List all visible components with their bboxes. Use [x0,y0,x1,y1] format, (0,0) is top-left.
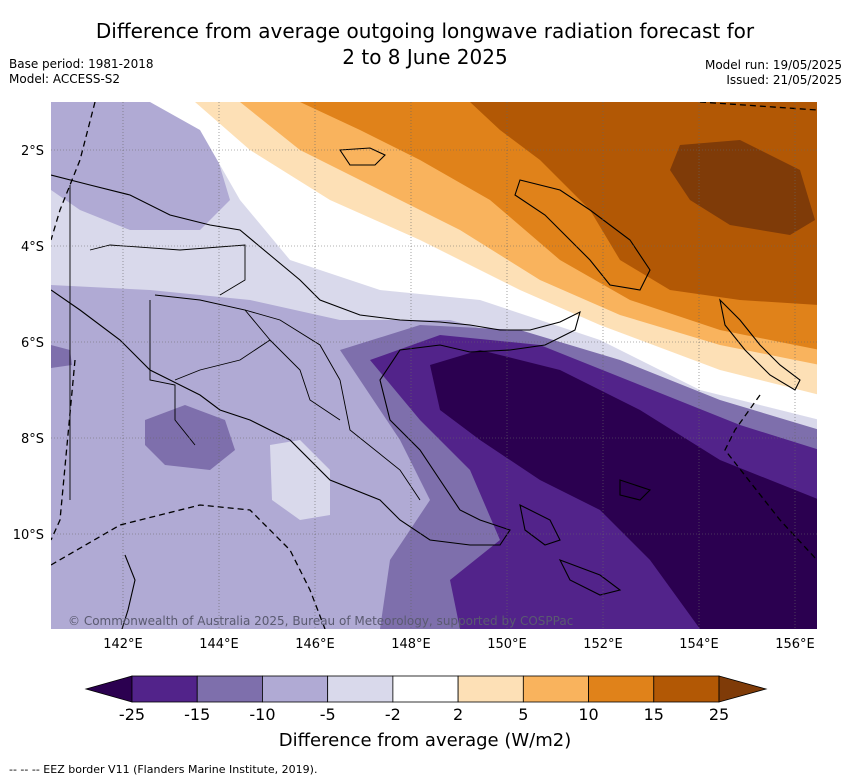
eez-footnote: -- -- -- EEZ border V11 (Flanders Marine… [9,763,318,776]
colorbar-segment [262,675,329,703]
lon-tick: 156°E [775,637,815,652]
lat-tick: 8°S [21,432,44,447]
border-4 [339,379,421,501]
colorbar-segment [522,675,589,703]
cape-york-coast [121,554,136,629]
title-line-2: 2 to 8 June 2025 [342,45,508,69]
lon-tick: 146°E [295,637,335,652]
meta-left: Base period: 1981-2018 Model: ACCESS-S2 [9,57,154,87]
border-5 [269,339,341,421]
copyright-notice: © Commonwealth of Australia 2025, Bureau… [68,614,574,628]
graticule [51,102,817,629]
lon-tick: 154°E [679,637,719,652]
meta-right: Model run: 19/05/2025 Issued: 21/05/2025 [705,58,842,88]
colorbar-tick: -25 [119,705,145,724]
islands-se [519,504,622,596]
colorbar-label: Difference from average (W/m2) [278,730,572,751]
new-britain-coast [514,179,651,291]
band-gt25 [670,140,815,235]
manus-coast [339,147,386,166]
lon-tick: 144°E [199,637,239,652]
colorbar-tick: 25 [709,705,729,724]
colorbar-segment [588,675,655,703]
colorbar-tick: 15 [644,705,664,724]
colorbar-tick: 2 [453,705,463,724]
lat-tick: 10°S [13,528,44,543]
band-neg10-blob-edge [51,345,72,368]
model-name: Model: ACCESS-S2 [9,72,121,86]
colorbar-tick: 10 [578,705,598,724]
colorbar-segment [131,675,198,703]
base-period: Base period: 1981-2018 [9,57,154,71]
colorbar-tick: 5 [518,705,528,724]
eez-borders [51,102,817,629]
colorbar-segment [196,675,263,703]
model-run: Model run: 19/05/2025 [704,58,842,72]
new-guinea-coast [51,174,581,546]
colorbar-segment [392,675,459,703]
band-lt-neg25 [430,350,817,629]
axis-labels: 142°E 144°E 146°E 148°E 150°E 152°E 154°… [13,144,815,652]
lat-tick: 2°S [21,144,44,159]
map-title: Difference from average outgoing longwav… [0,18,850,70]
coastlines [51,147,801,629]
border-1 [89,244,246,296]
olr-anomaly-field [51,102,817,629]
lat-tick: 6°S [21,336,44,351]
lon-tick: 148°E [391,637,431,652]
trobriand-islands [619,479,652,501]
eez-se [724,394,817,561]
border-3 [244,309,341,381]
colorbar-segment [653,675,720,703]
colorbar: -25 -15 -10 -5 -2 2 5 10 15 25 [84,675,768,724]
colorbar-extend-min [84,675,133,703]
eez-west [51,359,76,541]
title-line-1: Difference from average outgoing longwav… [95,19,755,43]
band-neg10-blob-west [145,405,235,470]
indonesia-png-border [149,300,196,446]
lon-tick: 152°E [583,637,623,652]
lon-tick: 142°E [103,637,143,652]
colorbar-segment [457,675,524,703]
lat-tick: 4°S [21,240,44,255]
colorbar-tick: -2 [385,705,401,724]
colorbar-tick: -5 [320,705,336,724]
band-neg5-neg10-nw [51,102,230,230]
borders [69,185,421,501]
issued-date: Issued: 21/05/2025 [726,73,842,87]
colorbar-segment [327,675,394,703]
lon-tick: 150°E [487,637,527,652]
colorbar-tick: -15 [184,705,210,724]
eez-sw [51,504,326,629]
colorbar-tick: -10 [249,705,275,724]
colorbar-extend-max [718,675,768,703]
new-ireland-coast [719,298,801,391]
